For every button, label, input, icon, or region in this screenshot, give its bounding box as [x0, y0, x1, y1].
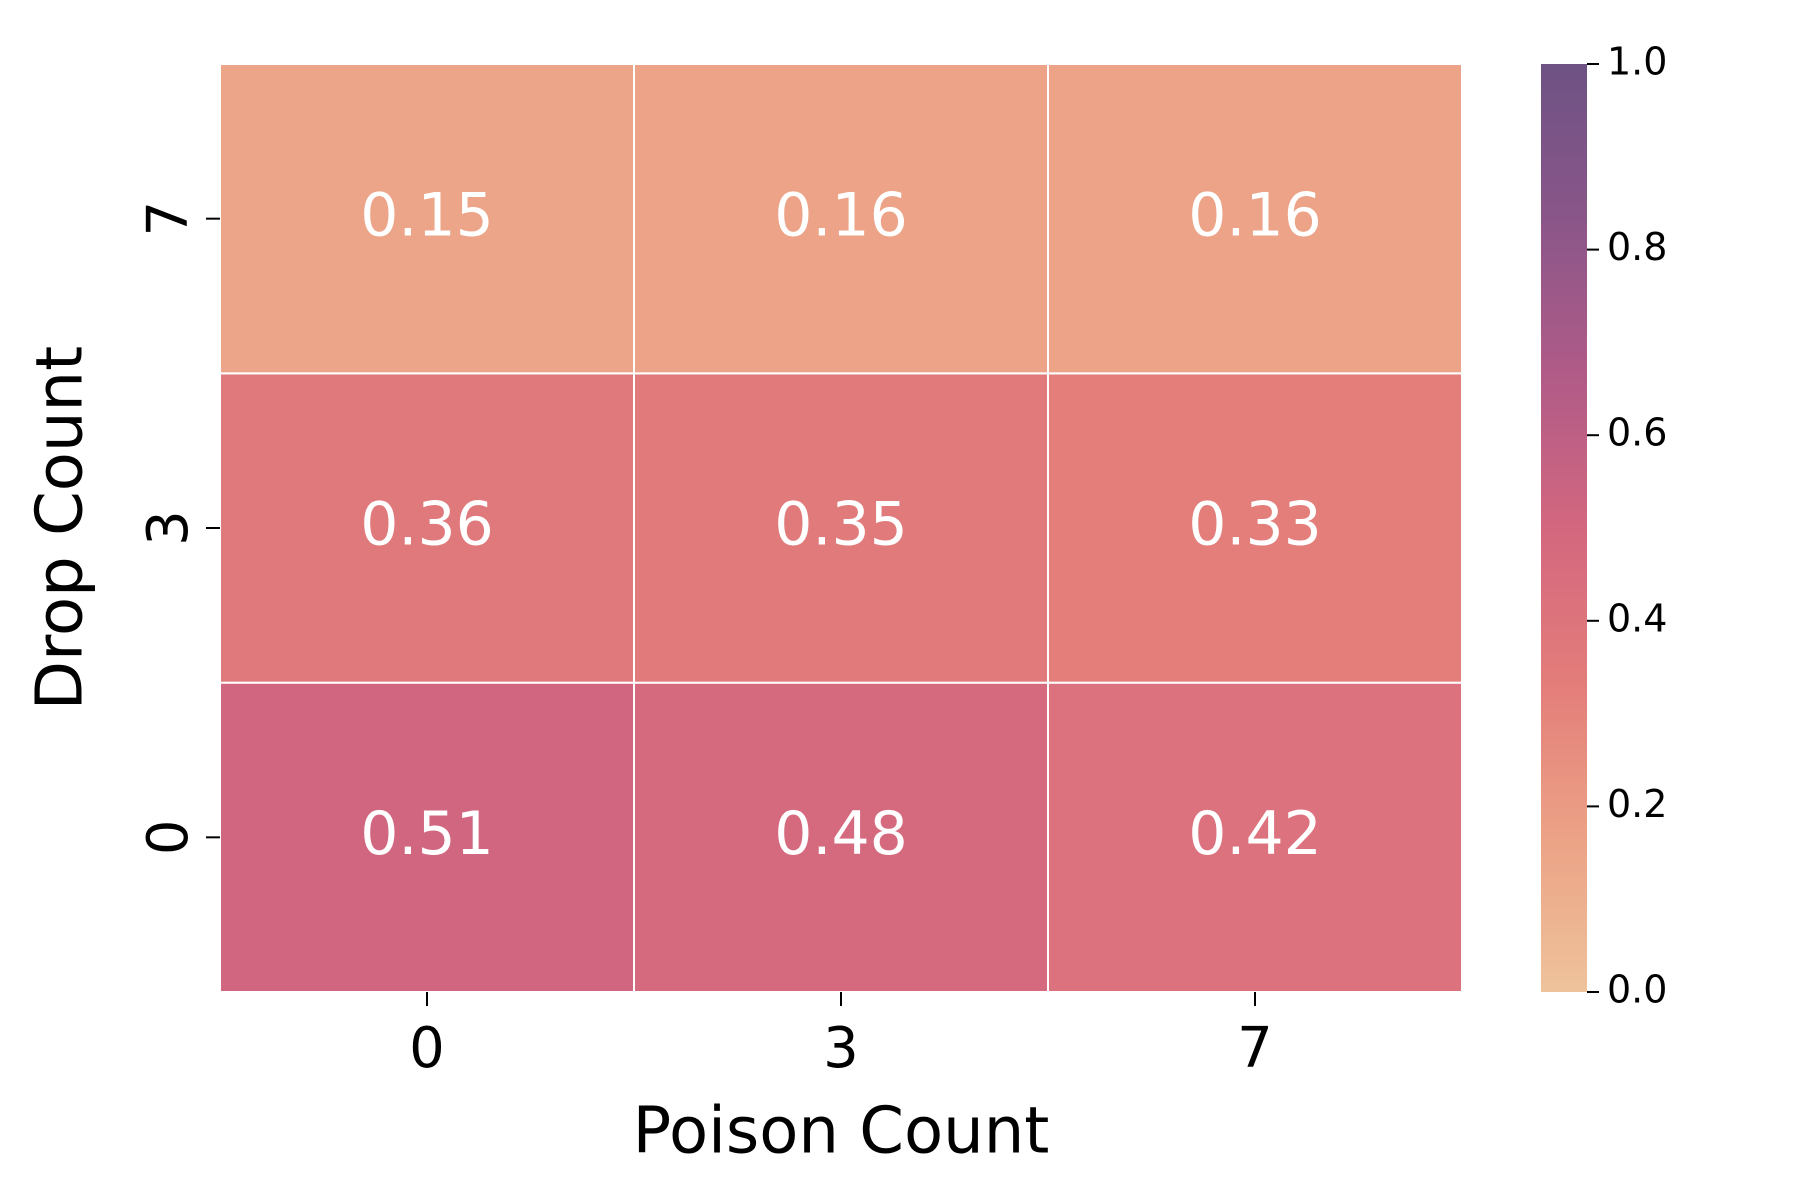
- y-tick-label: 7: [136, 201, 201, 237]
- heatmap-cell: [1047, 372, 1463, 684]
- heatmap-cell: [219, 681, 635, 994]
- heatmap-cell: [633, 372, 1049, 684]
- colorbar-tick-label: 1.0: [1607, 40, 1667, 84]
- cell-label: 0.48: [774, 799, 908, 869]
- cell-label: 0.51: [360, 799, 494, 869]
- cell-label: 0.16: [774, 180, 908, 250]
- colorbar-tick-label: 0.2: [1607, 782, 1667, 826]
- colorbar-tick-label: 0.4: [1607, 596, 1667, 640]
- heatmap-cell: [219, 372, 635, 684]
- heatmap-cell: [633, 681, 1049, 994]
- cell-label: 0.35: [774, 490, 908, 560]
- y-axis-label: Drop Count: [24, 346, 98, 710]
- x-tick-label: 0: [409, 1016, 445, 1081]
- cell-label: 0.42: [1188, 799, 1322, 869]
- x-axis-label: Poison Count: [633, 1095, 1050, 1169]
- colorbar: [1541, 64, 1587, 992]
- cell-label: 0.36: [360, 490, 494, 560]
- x-tick-label: 7: [1237, 1016, 1273, 1081]
- cell-label: 0.33: [1188, 490, 1322, 560]
- heatmap-cell: [219, 63, 635, 375]
- heatmap-cell: [633, 63, 1049, 375]
- colorbar-tick-label: 0.8: [1607, 225, 1667, 269]
- y-tick-label: 0: [136, 820, 201, 856]
- heatmap-cell: [1047, 63, 1463, 375]
- colorbar-tick-label: 0.6: [1607, 411, 1667, 455]
- colorbar-tick-label: 0.0: [1607, 968, 1667, 1012]
- cell-label: 0.16: [1188, 180, 1322, 250]
- y-tick-label: 3: [136, 510, 201, 546]
- cell-label: 0.15: [360, 180, 494, 250]
- x-tick-label: 3: [823, 1016, 859, 1081]
